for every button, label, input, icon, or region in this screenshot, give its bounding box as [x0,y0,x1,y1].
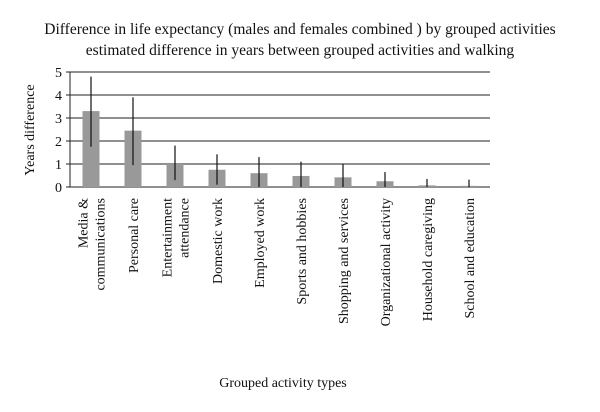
x-tick-label: Sports and hobbies [295,198,310,305]
chart-title: Difference in life expectancy (males and… [44,21,555,38]
y-tick-label: 4 [55,89,62,104]
x-tick-label: School and education [463,198,478,319]
y-tick-label: 0 [55,181,62,196]
y-axis-label: Years difference [23,84,38,175]
x-tick-label: Personal care [127,198,142,273]
chart-subtitle: estimated difference in years between gr… [86,42,515,59]
x-tick-label: communications [94,198,109,291]
x-tick-label: Domestic work [211,198,226,284]
plot-area: 0 1 2 3 4 5 Media & communications Personal care… [55,66,490,326]
x-tick-label: attendance [178,198,193,258]
y-tick-label: 3 [55,112,62,127]
x-tick-label: Household caregiving [421,198,436,321]
x-tick-label: Entertainment [161,198,176,277]
x-tick-label: Media & [77,198,92,248]
y-tick-label: 5 [55,66,62,81]
y-tick-label: 2 [55,135,62,150]
x-tick-label: Shopping and services [337,198,352,324]
x-axis-label: Grouped activity types [219,376,347,391]
x-tick-label: Organizational activity [379,198,394,326]
y-tick-label: 1 [55,158,62,173]
x-tick-label: Employed work [253,198,268,288]
bar [82,111,100,187]
